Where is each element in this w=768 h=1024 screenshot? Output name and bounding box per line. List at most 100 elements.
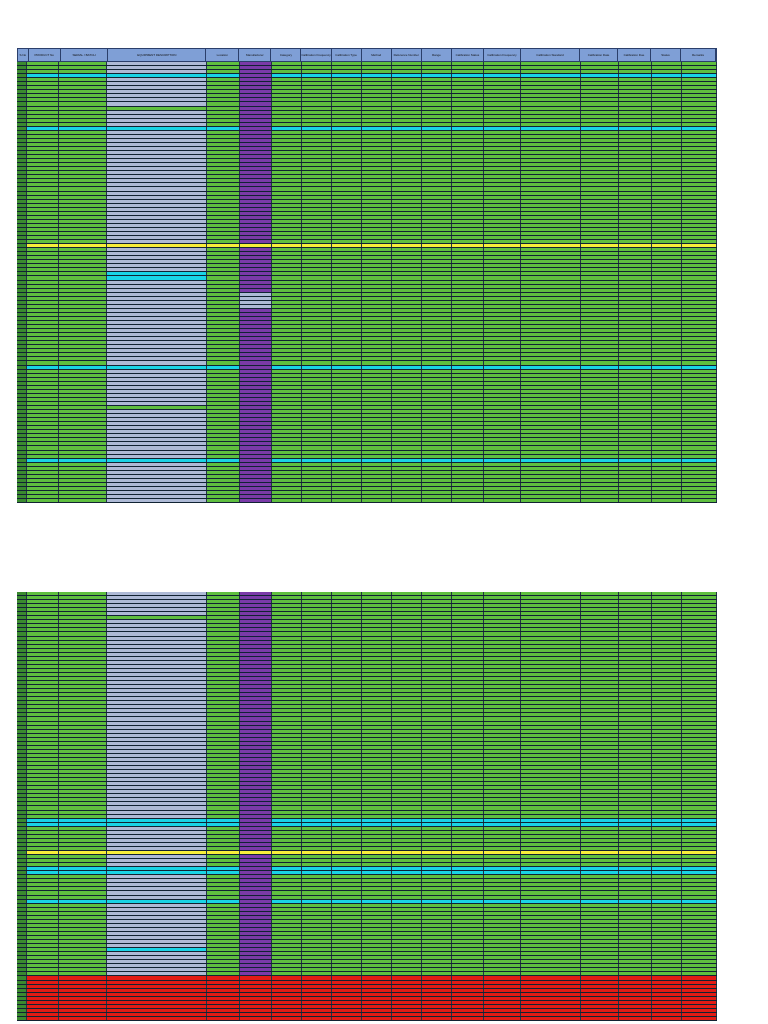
cell-status [652,628,682,632]
cell-sn [59,223,107,227]
cell-c10 [362,308,392,312]
cell-ref [240,377,272,381]
cell-c10 [362,737,392,741]
cell-c13 [452,907,484,911]
cell-no [17,410,27,414]
cell-c12 [422,106,452,110]
cell-c11 [392,867,422,871]
cell-c8 [302,130,332,134]
cell-std [521,110,581,114]
cell-cat [272,863,302,867]
cell-rem [682,697,717,701]
cell-loc [207,940,240,944]
cell-freq [484,280,521,284]
cell-cal [581,195,619,199]
cell-c12 [422,397,452,401]
cell-c12 [422,648,452,652]
table-row [17,337,717,342]
cell-c13 [452,689,484,693]
cell-c12 [422,454,452,458]
cell-freq [484,907,521,911]
cell-desc [107,737,207,741]
cell-c13 [452,652,484,656]
cell-sn [59,98,107,102]
cell-c10 [362,365,392,369]
cell-cat [272,316,302,320]
cell-no [17,1012,27,1016]
cell-rem [682,333,717,337]
cell-sn [59,276,107,280]
cell-ref [240,652,272,656]
cell-c13 [452,138,484,142]
cell-c11 [392,757,422,761]
cell-c13 [452,1000,484,1004]
table-row [17,114,717,119]
cell-ref [240,620,272,624]
cell-c9 [332,203,362,207]
cell-desc [107,482,207,486]
cell-sn [59,733,107,737]
cell-sn [59,252,107,256]
cell-sn [59,466,107,470]
cell-status [652,195,682,199]
cell-c9 [332,830,362,834]
cell-desc [107,252,207,256]
cell-cal [581,377,619,381]
cell-loc [207,333,240,337]
cell-rem [682,175,717,179]
cell-no [17,341,27,345]
cell-sn [59,211,107,215]
cell-c13 [452,438,484,442]
cell-c11 [392,438,422,442]
cell-std [521,203,581,207]
cell-c9 [332,86,362,90]
cell-c12 [422,632,452,636]
cell-due [619,74,652,78]
cell-c9 [332,883,362,887]
cell-cat [272,219,302,223]
cell-c11 [392,397,422,401]
cell-c9 [332,98,362,102]
cell-status [652,612,682,616]
cell-c13 [452,70,484,74]
cell-status [652,749,682,753]
cell-c10 [362,248,392,252]
cell-sn [59,401,107,405]
cell-cat [272,749,302,753]
cell-pn [27,102,59,106]
cell-cal [581,923,619,927]
cell-cat [272,656,302,660]
cell-cal [581,713,619,717]
cell-pn [27,919,59,923]
cell-c10 [362,838,392,842]
cell-c8 [302,66,332,70]
cell-c12 [422,616,452,620]
cell-c9 [332,482,362,486]
cell-rem [682,490,717,495]
cell-cat [272,600,302,604]
cell-c9 [332,604,362,608]
cell-c11 [392,163,422,167]
column-header-ref: Manufacturer [239,49,272,61]
cell-c10 [362,810,392,814]
cell-c9 [332,442,362,446]
cell-loc [207,911,240,915]
cell-c8 [302,474,332,478]
cell-freq [484,818,521,822]
cell-c12 [422,871,452,875]
cell-cal [581,260,619,264]
cell-ref [240,454,272,458]
cell-pn [27,676,59,681]
cell-c13 [452,308,484,312]
cell-sn [59,70,107,74]
cell-ref [240,972,272,976]
cell-cal [581,381,619,385]
cell-no [17,207,27,211]
cell-due [619,256,652,260]
cell-ref [240,705,272,709]
cell-desc [107,446,207,450]
cell-ref [240,875,272,879]
cell-c11 [392,810,422,814]
cell-freq [484,952,521,956]
cell-c10 [362,191,392,195]
